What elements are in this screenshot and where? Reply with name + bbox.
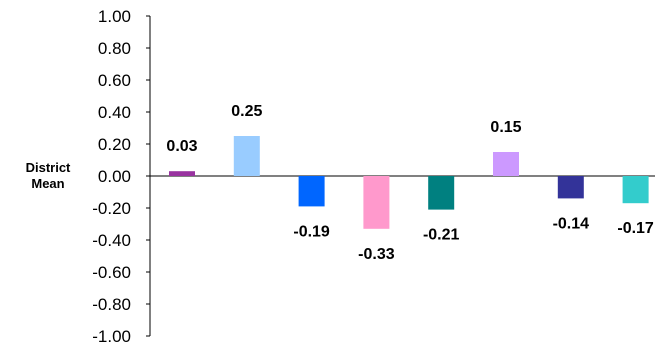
y-tick-label: -0.60 xyxy=(92,263,131,282)
bars xyxy=(169,136,649,229)
data-labels: 0.03 0.25 -0.19 -0.33 -0.21 0.15 -0.14 -0.17 xyxy=(166,103,654,263)
bar-data-label: -0.33 xyxy=(358,246,395,263)
bar-data-label: 0.15 xyxy=(490,119,521,136)
y-tick-label: -1.00 xyxy=(92,327,131,346)
y-tick-label: 0.60 xyxy=(98,71,131,90)
bar-data-label: -0.21 xyxy=(423,227,460,244)
y-axis-title: District Mean xyxy=(26,160,71,191)
bar xyxy=(493,152,519,176)
y-tick-label: -0.80 xyxy=(92,295,131,314)
y-tick-label: 0.40 xyxy=(98,103,131,122)
y-tick-label: -0.40 xyxy=(92,231,131,250)
bar xyxy=(298,176,325,207)
y-tick-label: 0.20 xyxy=(98,135,131,154)
y-axis-ticks: 1.00 0.80 0.60 0.40 0.20 0.00 -0.20 -0.40 -0.60 -… xyxy=(92,7,150,346)
bar-data-label: -0.19 xyxy=(293,223,330,240)
bar-data-label: 0.03 xyxy=(166,138,197,155)
bar-data-label: -0.17 xyxy=(617,220,654,237)
y-axis-title-line-1: District xyxy=(26,160,71,175)
bar xyxy=(428,176,455,210)
y-axis-title-line-2: Mean xyxy=(31,176,64,191)
bar xyxy=(557,176,584,199)
bar xyxy=(363,176,390,229)
y-tick-label: 0.00 xyxy=(98,167,131,186)
bar xyxy=(622,176,649,204)
bar xyxy=(169,171,195,176)
y-tick-label: 0.80 xyxy=(98,39,131,58)
bar xyxy=(233,136,260,176)
bar-data-label: -0.14 xyxy=(553,215,590,232)
bar-data-label: 0.25 xyxy=(231,103,262,120)
y-tick-label: -0.20 xyxy=(92,199,131,218)
y-tick-label: 1.00 xyxy=(98,7,131,26)
